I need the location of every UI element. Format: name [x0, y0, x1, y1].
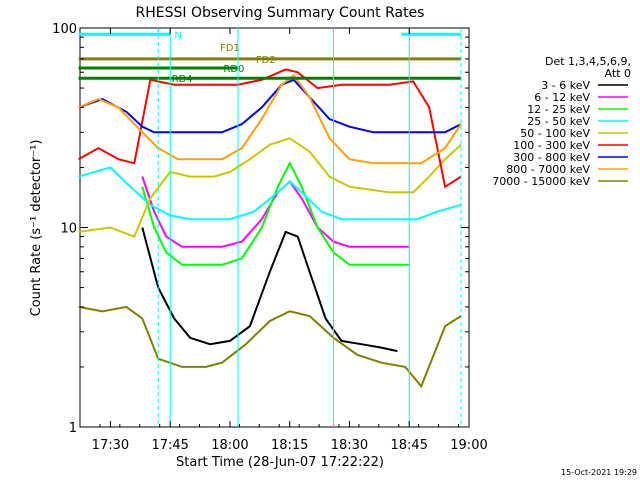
legend-label-1: 6 - 12 keV [534, 91, 590, 104]
legend-header-line-2: Att 0 [605, 67, 631, 80]
chart-title: RHESSI Observing Summary Count Rates [136, 5, 425, 21]
annotation-layer: N FD1 FD2 RD0 RD4 [78, 28, 462, 427]
legend-label-0: 3 - 6 keV [541, 79, 590, 92]
axis-layer: 17:30 17:45 18:00 18:15 18:30 18:45 19:00 1 10 10… [52, 22, 488, 453]
series-line-5 [78, 68, 462, 189]
series-layer [78, 68, 462, 389]
annotation-label-4: RD0 [223, 64, 244, 75]
y-axis-label: Count Rate (s⁻¹ detector⁻¹) [29, 140, 44, 317]
legend-label-6: 300 - 800 keV [513, 151, 590, 164]
legend-label-2: 12 - 25 keV [527, 103, 590, 116]
x-tick-label-5: 18:45 [391, 438, 428, 453]
x-tick-label-6: 19:00 [450, 438, 487, 453]
legend-label-5: 100 - 300 keV [513, 139, 590, 152]
legend-label-7: 800 - 7000 keV [506, 163, 590, 176]
legend-label-8: 7000 - 15000 keV [492, 175, 590, 188]
annotation-label-3: FD2 [256, 55, 276, 66]
x-tick-label-3: 18:15 [271, 438, 308, 453]
series-line-2 [141, 160, 410, 266]
legend-header-line-1: Det 1,3,4,5,6,9, [545, 55, 631, 68]
annotation-label-2: FD1 [220, 43, 240, 54]
legend-label-3: 25 - 50 keV [527, 115, 590, 128]
series-line-3 [78, 166, 462, 221]
x-tick-label-0: 17:30 [92, 438, 129, 453]
series-line-1 [141, 176, 410, 248]
series-line-0 [141, 227, 398, 353]
x-tick-label-2: 18:00 [211, 438, 248, 453]
y-tick-label-1: 10 [60, 222, 77, 237]
y-tick-label-2: 100 [52, 22, 77, 37]
x-axis-label: Start Time (28-Jun-07 17:22:22) [176, 455, 384, 470]
series-line-8 [78, 305, 462, 389]
legend-label-4: 50 - 100 keV [520, 127, 590, 140]
x-tick-label-4: 18:30 [331, 438, 368, 453]
annotation-label-0: N [174, 30, 181, 41]
series-line-6 [78, 78, 462, 134]
y-tick-label-0: 1 [69, 421, 77, 436]
x-tick-label-1: 17:45 [151, 438, 188, 453]
annotation-label-5: RD4 [172, 74, 193, 85]
timestamp-label: 15-Oct-2021 19:29 [561, 468, 637, 477]
series-line-7 [78, 73, 462, 165]
